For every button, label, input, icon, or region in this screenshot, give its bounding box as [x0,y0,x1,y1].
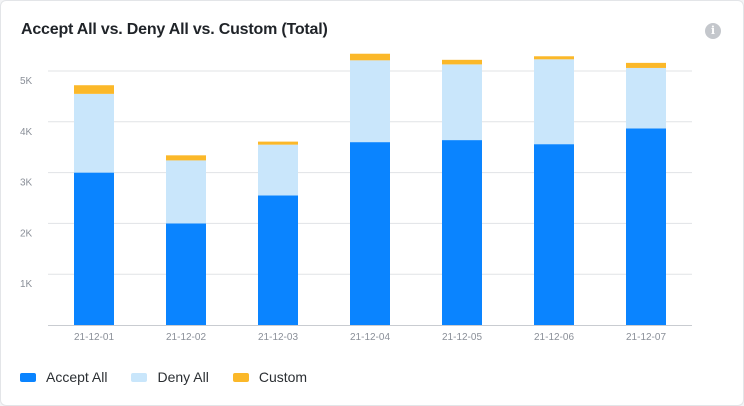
legend-swatch-deny-all [131,372,148,382]
y-tick-label: 3K [20,178,33,189]
bar-accept-all-21-12-07[interactable] [626,128,666,325]
bar-deny-all-21-12-06[interactable] [534,59,574,145]
bar-accept-all-21-12-05[interactable] [442,140,482,325]
x-tick-label: 21-12-07 [626,332,666,343]
bar-accept-all-21-12-04[interactable] [350,142,390,325]
bar-accept-all-21-12-01[interactable] [74,172,114,325]
chart-title: Accept All vs. Deny All vs. Custom (Tota… [21,21,328,38]
legend-label-custom: Custom [258,369,308,385]
bar-custom-21-12-07[interactable] [626,62,666,68]
legend-label-deny-all: Deny All [157,369,209,385]
info-icon[interactable]: i [705,23,721,39]
legend-item-accept-all[interactable]: Accept All [20,369,107,385]
bar-custom-21-12-05[interactable] [442,59,482,65]
y-tick-label: 4K [20,127,33,138]
bar-accept-all-21-12-02[interactable] [166,223,206,325]
y-tick-label: 2K [20,228,33,239]
bar-custom-21-12-06[interactable] [534,56,574,60]
x-tick-label: 21-12-04 [350,332,390,343]
y-tick-label: 1K [20,279,33,290]
bar-custom-21-12-04[interactable] [350,53,390,61]
x-tick-label: 21-12-01 [74,332,114,343]
x-tick-label: 21-12-05 [442,332,482,343]
legend: Accept All Deny All Custom [20,369,331,385]
bar-deny-all-21-12-05[interactable] [442,64,482,141]
x-tick-label: 21-12-02 [166,332,206,343]
bar-deny-all-21-12-01[interactable] [74,93,114,173]
legend-swatch-accept-all [20,372,36,382]
legend-item-custom[interactable]: Custom [232,369,308,385]
legend-label-accept-all: Accept All [46,369,108,385]
bar-deny-all-21-12-03[interactable] [258,144,298,196]
bar-deny-all-21-12-04[interactable] [350,60,390,143]
bar-custom-21-12-01[interactable] [74,85,114,94]
bar-accept-all-21-12-03[interactable] [258,195,298,325]
bar-accept-all-21-12-06[interactable] [534,144,574,325]
legend-item-deny-all[interactable]: Deny All [131,369,209,385]
y-tick-label: 5K [20,76,33,87]
bar-deny-all-21-12-02[interactable] [166,160,206,224]
bar-deny-all-21-12-07[interactable] [626,67,666,129]
bar-custom-21-12-02[interactable] [166,155,206,161]
legend-swatch-custom [232,372,249,382]
bar-custom-21-12-03[interactable] [258,141,298,145]
x-tick-label: 21-12-03 [258,332,298,343]
x-tick-label: 21-12-06 [534,332,574,343]
